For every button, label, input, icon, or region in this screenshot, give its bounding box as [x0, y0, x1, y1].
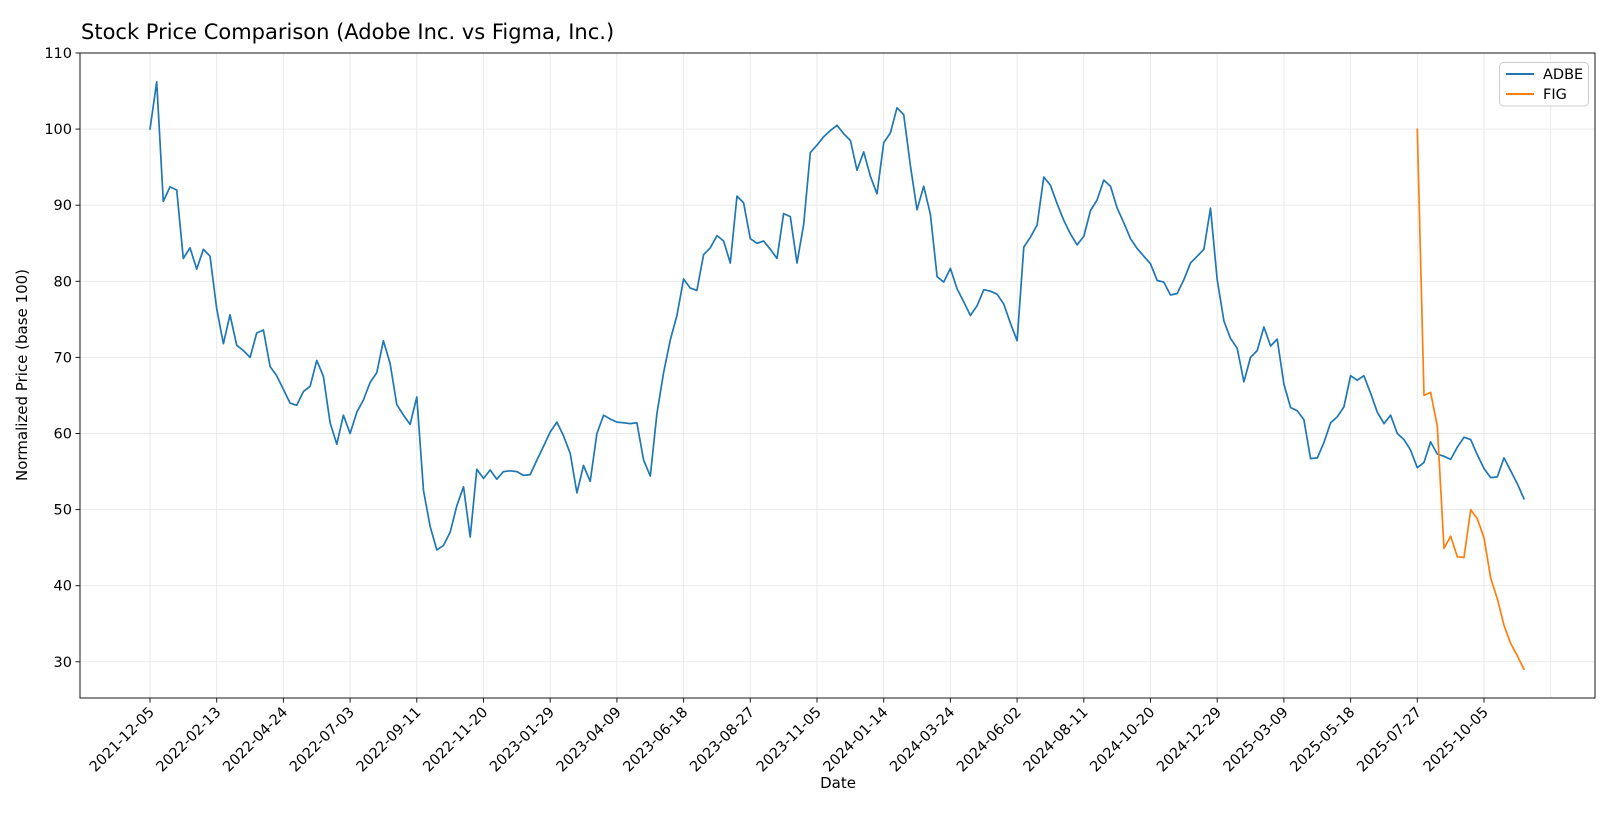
chart-title: Stock Price Comparison (Adobe Inc. vs Fi…	[81, 20, 615, 44]
y-axis-title: Normalized Price (base 100)	[13, 268, 31, 482]
x-tick-label: 2025-05-18	[1288, 705, 1359, 776]
x-tick-label: 2022-04-24	[220, 705, 291, 776]
x-tick-label: 2023-01-29	[487, 705, 558, 776]
x-tick-label: 2025-10-05	[1421, 705, 1492, 776]
plot-border	[79, 52, 1596, 699]
x-tick-label: 2025-03-09	[1221, 705, 1292, 776]
x-tick-label: 2024-10-20	[1087, 705, 1158, 776]
x-tick-label: 2023-11-05	[754, 705, 825, 776]
y-tick-label: 30	[54, 655, 72, 671]
x-tick-label: 2024-03-24	[887, 705, 958, 776]
y-tick-label: 80	[54, 274, 72, 290]
x-axis-title: Date	[820, 774, 856, 792]
x-tick-label: 2024-12-29	[1154, 705, 1225, 776]
x-tick-label: 2024-01-14	[821, 705, 892, 776]
x-tick-label: 2024-08-11	[1021, 705, 1092, 776]
x-tick-label: 2022-11-20	[420, 705, 491, 776]
y-tick-label: 90	[54, 198, 72, 214]
x-tick-label: 2024-06-02	[954, 705, 1025, 776]
y-tick-label: 40	[54, 579, 72, 595]
y-tick-label: 60	[54, 427, 72, 443]
legend-label-adbe: ADBE	[1543, 67, 1583, 83]
y-tick-label: 110	[44, 46, 72, 62]
y-tick-label: 70	[54, 350, 72, 366]
adbe-line	[149, 81, 1525, 551]
fig-line	[1416, 128, 1525, 671]
x-tick-label: 2021-12-05	[87, 705, 158, 776]
x-tick-label: 2023-04-09	[554, 705, 625, 776]
y-tick-label: 100	[44, 122, 72, 138]
x-tick-label: 2022-07-03	[287, 705, 358, 776]
y-tick-label: 50	[54, 503, 72, 519]
x-tick-label: 2025-07-27	[1354, 705, 1425, 776]
legend-label-fig: FIG	[1543, 87, 1567, 103]
x-tick-label: 2022-02-13	[154, 705, 225, 776]
x-tick-label: 2023-06-18	[621, 705, 692, 776]
x-tick-label: 2023-08-27	[687, 705, 758, 776]
x-tick-label: 2022-09-11	[354, 705, 425, 776]
